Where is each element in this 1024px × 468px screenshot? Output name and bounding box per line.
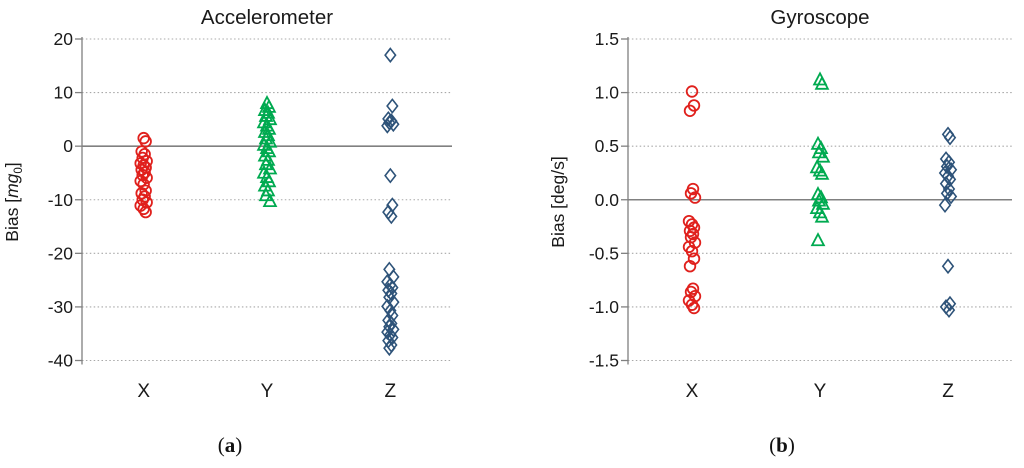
caption-close-paren: )	[235, 433, 243, 457]
data-marker-diamond	[938, 197, 952, 214]
data-marker-triangle	[814, 208, 830, 223]
y-tick-label: -0.5	[589, 243, 619, 263]
gyroscope-figure: 1.5 1.0 0.5 0.0 -0.5 -1.0 -1.5 Gyroscope Bias [d…	[512, 0, 1024, 468]
caption-open-paren: (	[769, 433, 777, 457]
figure-caption-a: (a)	[170, 433, 290, 458]
x-category-label: Y	[814, 381, 827, 402]
data-marker-circle	[683, 104, 697, 118]
data-marker-circle	[135, 187, 148, 200]
figure-caption-b: (b)	[722, 433, 842, 458]
y-axis-title-segment: Bias [	[2, 198, 22, 242]
data-marker-circle	[139, 205, 152, 219]
data-marker-triangle	[815, 195, 831, 210]
data-marker-triangle	[815, 148, 831, 163]
data-marker-circle	[683, 224, 697, 238]
data-marker-triangle	[258, 187, 274, 202]
data-marker-circle	[139, 135, 152, 148]
data-marker-diamond	[384, 47, 397, 63]
data-marker-circle	[687, 301, 701, 315]
x-category-label: Z	[942, 381, 954, 402]
y-tick-label: 1.5	[595, 29, 619, 49]
data-marker-diamond	[943, 129, 957, 146]
data-marker-circle	[685, 85, 699, 98]
data-marker-diamond	[942, 181, 956, 197]
data-marker-diamond	[385, 208, 398, 225]
caption-close-paren: )	[787, 433, 795, 457]
y-tick-label: -1.5	[589, 351, 619, 371]
data-marker-triangle	[262, 160, 278, 175]
data-marker-diamond	[942, 302, 956, 319]
data-marker-triangle	[814, 165, 830, 180]
y-tick-label: -30	[48, 297, 74, 317]
chart-title: Accelerometer	[201, 6, 333, 29]
data-marker-diamond	[383, 340, 396, 357]
y-tick-label: 10	[54, 83, 74, 103]
y-tick-label: -10	[48, 190, 74, 210]
data-marker-diamond	[939, 175, 953, 192]
y-tick-label: -20	[48, 243, 74, 263]
data-marker-diamond	[384, 167, 397, 184]
y-axis-title: Bias [mg0]	[2, 162, 25, 241]
data-marker-diamond	[944, 188, 958, 205]
data-marker-diamond	[386, 98, 399, 114]
data-marker-circle	[134, 174, 147, 188]
y-tick-label: 1.0	[595, 83, 620, 103]
data-marker-circle	[137, 178, 150, 191]
data-marker-triangle	[810, 186, 826, 201]
caption-letter: b	[776, 433, 788, 457]
y-tick-label: 0	[63, 136, 73, 156]
y-axis-title-segment: mg	[2, 173, 22, 198]
data-marker-circle	[135, 145, 148, 158]
data-marker-triangle	[257, 101, 273, 116]
y-tick-label: 20	[54, 29, 74, 49]
gyroscope-plot: 1.5 1.0 0.5 0.0 -0.5 -1.0 -1.5 Gyroscope Bias [d…	[548, 6, 1012, 402]
chart-title: Gyroscope	[770, 6, 869, 29]
y-tick-label: -40	[48, 351, 74, 371]
data-marker-diamond	[381, 117, 394, 134]
data-marker-diamond	[942, 154, 956, 171]
x-category-label: Y	[261, 381, 274, 402]
data-marker-diamond	[387, 321, 400, 338]
accelerometer-figure: 20 10 0 -10 -20 -30 -40 Accelerometer Bias [mg0]…	[2, 6, 452, 458]
y-axis-title-segment: ]	[2, 162, 22, 167]
data-marker-triangle	[257, 123, 273, 138]
data-marker-triangle	[810, 232, 826, 247]
data-marker-circle	[688, 191, 702, 204]
caption-open-paren: (	[217, 433, 225, 457]
x-category-label: Z	[385, 381, 397, 402]
caption-letter: a	[224, 433, 236, 457]
y-tick-label: -1.0	[589, 297, 619, 317]
y-tick-label: 0.5	[595, 136, 619, 156]
data-marker-diamond	[944, 161, 958, 178]
y-tick-label: 0.0	[595, 190, 620, 210]
y-axis-title: Bias [deg/s]	[548, 156, 568, 247]
data-marker-diamond	[941, 258, 955, 275]
data-marker-circle	[140, 171, 153, 184]
y-axis-title-segment: Bias [deg/s]	[548, 156, 568, 247]
x-category-label: X	[686, 381, 699, 402]
data-marker-circle	[685, 244, 699, 258]
y-axis-title-segment: 0	[13, 167, 25, 173]
data-marker-triangle	[262, 193, 278, 208]
data-marker-triangle	[809, 159, 825, 174]
x-category-label: X	[137, 381, 150, 402]
data-marker-triangle	[814, 75, 830, 90]
data-marker-circle	[683, 259, 697, 273]
data-marker-diamond	[383, 261, 396, 278]
